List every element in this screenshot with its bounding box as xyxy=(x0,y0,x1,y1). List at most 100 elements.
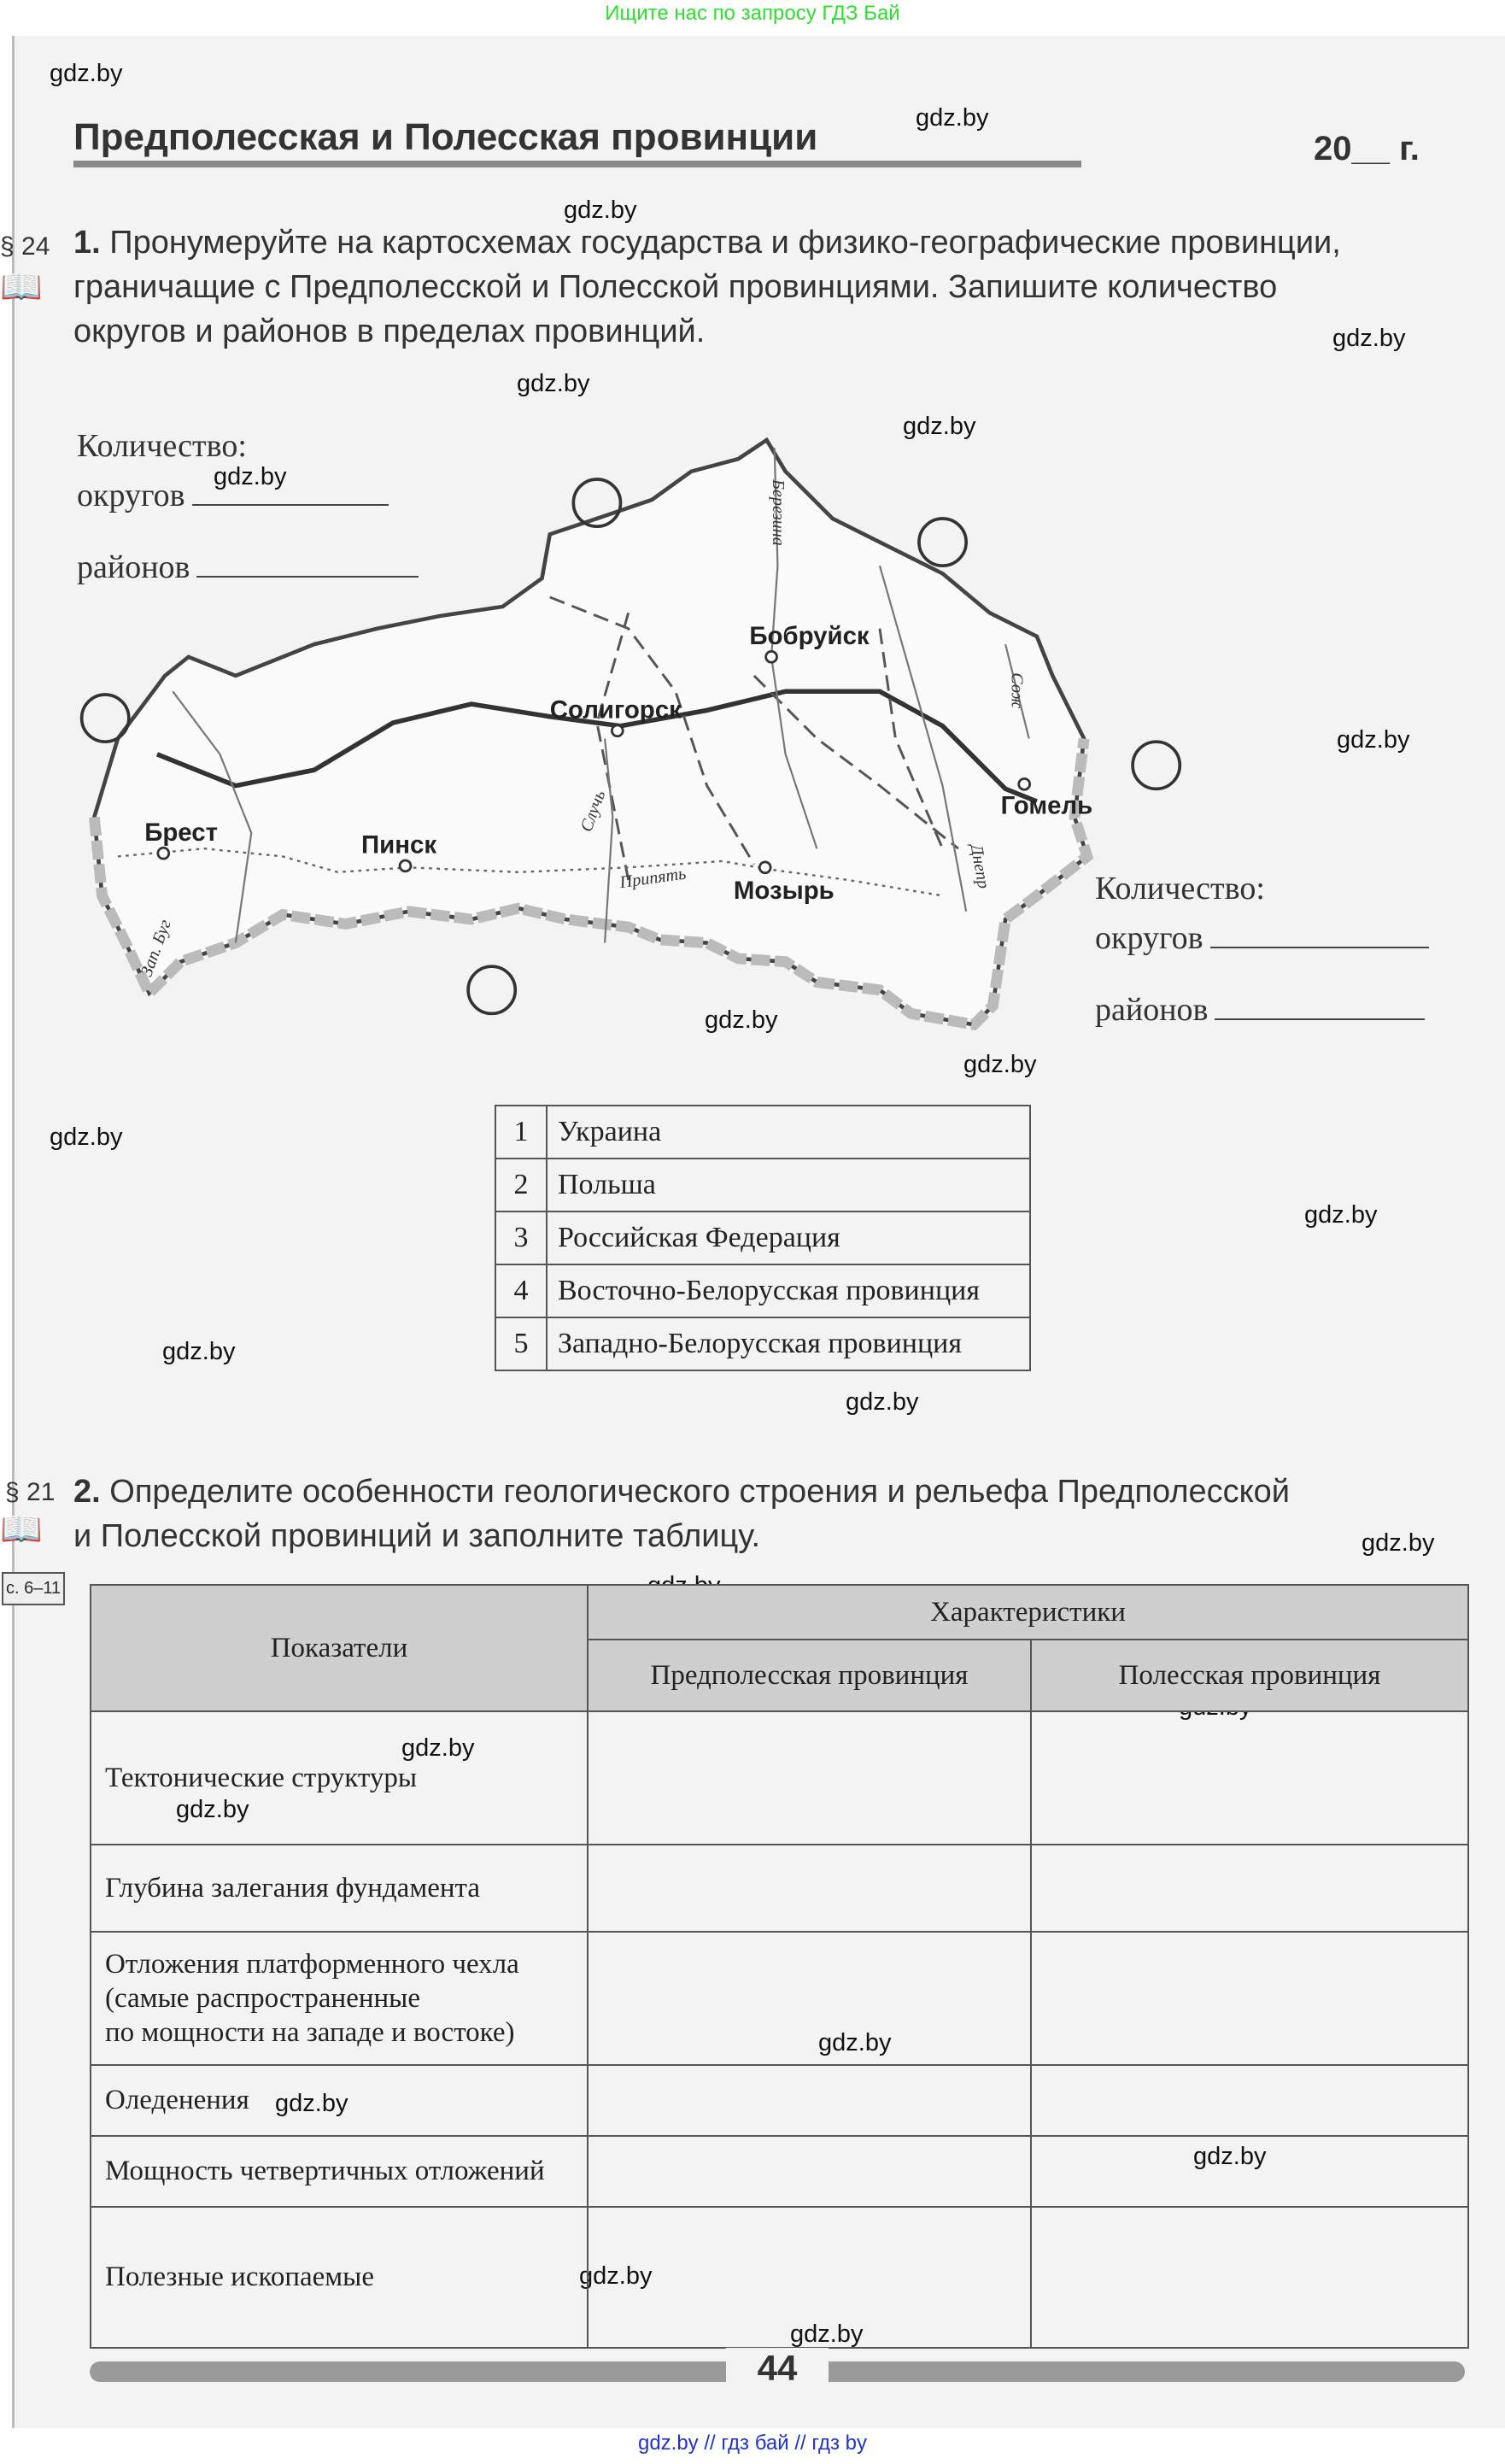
table-row: Полезные ископаемые xyxy=(90,2206,1469,2349)
answer-cell[interactable] xyxy=(587,2135,1032,2208)
city-dots xyxy=(156,650,1032,875)
task-number: 1. xyxy=(73,225,101,261)
regions-label: районов xyxy=(1095,992,1209,1028)
task-number: 2. xyxy=(73,1474,101,1510)
answer-cell[interactable] xyxy=(587,1710,1032,1845)
table-row: Мощность четвертичных отложений xyxy=(90,2135,1469,2208)
legend-number: 1 xyxy=(495,1105,548,1159)
task-line: округов и районов в пределах провинций. xyxy=(73,314,706,349)
watermark: gdz.by xyxy=(903,413,976,440)
city-dot-bobruisk xyxy=(764,650,778,664)
task2-text: 2. Определите особенности геологического… xyxy=(73,1470,1474,1558)
row-label: Полезные ископаемые xyxy=(90,2206,589,2349)
title-underline xyxy=(73,161,1081,167)
legend-row: 4 Восточно-Белорусская провинция xyxy=(495,1264,1031,1318)
districts-label: округов xyxy=(1095,920,1203,956)
row-label-line: Отложения платформенного чехла xyxy=(105,1949,519,1980)
task-line: граничащие с Предполесской и Полесской п… xyxy=(73,269,1278,305)
header-indicators: Показатели xyxy=(90,1584,589,1712)
legend-label: Польша xyxy=(546,1158,1031,1212)
districts-field-right[interactable]: округов xyxy=(1095,919,1429,957)
row-label-line: (самые распространенные xyxy=(105,1983,420,2014)
watermark: gdz.by xyxy=(846,1388,919,1416)
city-dot-mozyr xyxy=(758,860,772,875)
number-circle xyxy=(1131,740,1182,791)
legend-row: 2 Польша xyxy=(495,1158,1031,1212)
southern-border xyxy=(88,737,1094,1031)
table-row: Оледенения xyxy=(90,2064,1469,2137)
watermark: gdz.by xyxy=(963,1051,1037,1078)
river-label: Березина xyxy=(769,478,788,546)
footer-links: gdz.by // гдз бай // гдз by xyxy=(637,2432,868,2455)
page-number: 44 xyxy=(726,2348,829,2389)
watermark: gdz.by xyxy=(1362,1529,1435,1557)
legend-row: 5 Западно-Белорусская провинция xyxy=(495,1317,1031,1371)
watermark: gdz.by xyxy=(50,1123,123,1151)
regions-field-right[interactable]: районов xyxy=(1095,991,1426,1029)
legend-label: Украина xyxy=(546,1105,1031,1159)
districts-field-left[interactable]: округов xyxy=(77,477,389,514)
answer-cell[interactable] xyxy=(1030,2135,1469,2208)
city-label: Солигорск xyxy=(550,696,682,725)
legend-row: 3 Российская Федерация xyxy=(495,1211,1031,1265)
row-label: Тектонические структуры xyxy=(90,1710,589,1845)
city-dot-soligorsk xyxy=(611,724,624,738)
paragraph-reference: § 21 xyxy=(5,1478,56,1506)
number-circles xyxy=(79,478,1182,1016)
districts-label: округов xyxy=(77,478,185,513)
map-legend-table: 1 Украина 2 Польша 3 Российская Федерация 4… xyxy=(495,1105,1031,1371)
regions-field-left[interactable]: районов xyxy=(77,549,419,586)
header-polesie: Полесская провинция xyxy=(1030,1639,1469,1712)
city-label: Брест xyxy=(144,818,218,847)
legend-label: Западно-Белорусская провинция xyxy=(546,1317,1031,1371)
legend-number: 3 xyxy=(495,1211,548,1265)
count-label-right: Количество: xyxy=(1095,871,1265,906)
city-dot-gomel xyxy=(1017,777,1032,791)
answer-cell[interactable] xyxy=(1030,1931,1469,2066)
regions-label: районов xyxy=(77,549,190,585)
watermark: gdz.by xyxy=(517,370,590,397)
answer-cell[interactable] xyxy=(1030,1844,1469,1933)
watermark: gdz.by xyxy=(1332,325,1406,352)
legend-label: Российская Федерация xyxy=(546,1211,1031,1265)
city-dot-brest xyxy=(156,846,171,860)
task1-text: 1. Пронумеруйте на картосхемах государст… xyxy=(73,220,1474,354)
atlas-pages-reference: с. 6–11 xyxy=(2,1572,66,1605)
watermark: gdz.by xyxy=(1304,1201,1378,1229)
number-circle xyxy=(79,693,131,743)
legend-number: 4 xyxy=(495,1264,548,1318)
city-label: Бобруйск xyxy=(749,622,870,650)
answer-cell[interactable] xyxy=(1030,2206,1469,2349)
city-label: Мозырь xyxy=(734,877,834,905)
river-label: Сож xyxy=(1007,672,1026,708)
legend-number: 5 xyxy=(495,1317,548,1371)
watermark: gdz.by xyxy=(214,463,287,490)
row-label-line: по мощности на западе и востоке) xyxy=(105,2017,515,2048)
watermark: gdz.by xyxy=(564,197,637,224)
answer-cell[interactable] xyxy=(587,1931,1032,2066)
table-row: Тектонические структуры xyxy=(90,1710,1469,1845)
book-icon: 📖 xyxy=(0,1511,43,1548)
answer-cell[interactable] xyxy=(1030,1710,1469,1845)
top-banner: Ищите нас по запросу ГДЗ Бай xyxy=(605,2,900,25)
page-title: Предполесская и Полесская провинции xyxy=(73,116,818,158)
legend-number: 2 xyxy=(495,1158,548,1212)
answer-cell[interactable] xyxy=(587,2206,1032,2349)
count-label-left: Количество: xyxy=(77,428,247,464)
number-circle xyxy=(571,478,623,529)
legend-row: 1 Украина xyxy=(495,1105,1031,1159)
watermark: gdz.by xyxy=(705,1006,778,1034)
number-circle xyxy=(917,517,968,567)
header-characteristics: Характеристики xyxy=(587,1584,1469,1640)
task-line: Определите особенности геологического ст… xyxy=(109,1474,1291,1510)
answer-cell[interactable] xyxy=(587,1844,1032,1933)
answer-cell[interactable] xyxy=(587,2064,1032,2137)
book-icon: 📖 xyxy=(0,268,43,306)
city-dot-pinsk xyxy=(398,859,413,873)
header-prepolesie: Предполесская провинция xyxy=(587,1639,1032,1712)
row-label: Оледенения xyxy=(90,2064,589,2137)
answer-cell[interactable] xyxy=(1030,2064,1469,2137)
legend-label: Восточно-Белорусская провинция xyxy=(546,1264,1031,1318)
row-label: Мощность четвертичных отложений xyxy=(90,2135,589,2208)
paragraph-reference: § 24 xyxy=(0,232,50,261)
